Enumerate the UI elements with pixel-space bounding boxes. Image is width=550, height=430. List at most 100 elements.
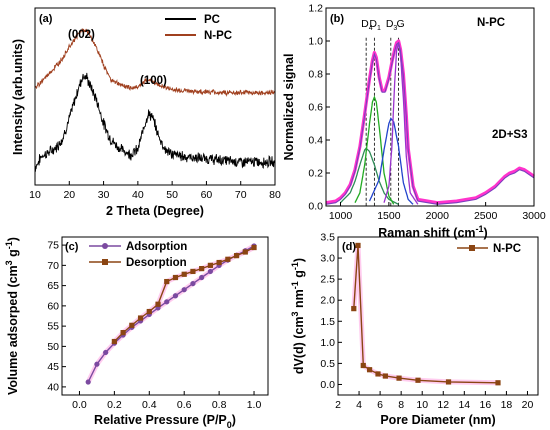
panel-c-ylabel-sup2: -1 — [4, 241, 14, 249]
peak-label-main: D — [369, 18, 377, 30]
panel-d-x-tick-label: 16 — [480, 399, 492, 411]
panel-b-xlabel-main: Raman shift (cm — [378, 226, 475, 240]
panel-c-ylabel-main: Volume adsorped (cm — [6, 265, 20, 395]
panel-c-x-tick-label: 0.2 — [107, 399, 122, 411]
panel-d-y-tick-label: 3.0 — [320, 253, 335, 265]
peak-label-sub: 1 — [377, 25, 381, 32]
panel-c-x-tick-label: 0.6 — [177, 399, 192, 411]
panel-c-y-tick-label: 45 — [47, 361, 59, 373]
series-desorption-point — [146, 308, 152, 315]
series-adsorption-point — [94, 361, 100, 367]
panel-c-y-tick-label: 75 — [47, 240, 59, 252]
panel-d-pore-size: 2 4 6 8 10 12 14 16 18 20 0.0 0.5 1.0 1.5 2.0 2.5 3.0 3.… — [290, 232, 539, 427]
panel-a-x-tick-label: 60 — [201, 189, 213, 201]
legend-pc-label: PC — [204, 14, 220, 26]
legend-desorption-label: Desorption — [126, 257, 187, 269]
peak-label: D4 — [361, 18, 373, 32]
series-d1-line — [354, 95, 395, 205]
series-desorption-point — [216, 259, 222, 266]
series-adsorption-point — [190, 280, 196, 287]
series-npc-point — [382, 373, 388, 379]
panel-d-ylabel-main: dV(d) (cm — [292, 316, 306, 374]
series-adsorption-point — [85, 379, 91, 385]
series-fit-line — [325, 41, 535, 205]
series-npc-point — [355, 242, 361, 249]
panel-c-y-tick-label: 65 — [47, 280, 59, 292]
panel-b-y-tick-label: 0.4 — [308, 135, 323, 147]
panel-a-xrd: 10 20 30 40 50 60 70 80 (a) (002) (100) PC N-PC… — [11, 7, 281, 218]
series-desorption-point — [233, 253, 240, 259]
panel-a-x-tick-label: 10 — [29, 189, 41, 201]
peak-label-sub: 4 — [369, 25, 373, 32]
series-desorption-point — [181, 271, 187, 277]
panel-a-x-tick-label: 80 — [269, 189, 281, 201]
panel-a-x-tick-label: 20 — [63, 189, 75, 201]
panel-b-y-tick-label: 0.6 — [308, 102, 323, 114]
panel-d-x-tick-label: 10 — [416, 399, 428, 411]
panel-a-x-tick-label: 40 — [132, 189, 144, 201]
panel-d-x-tick-label: 8 — [398, 399, 404, 411]
panel-d-y-ticks: 0.0 0.5 1.0 1.5 2.0 2.5 3.0 3.5 — [320, 232, 342, 391]
series-pc-line — [34, 72, 276, 172]
panel-d-x-tick-label: 14 — [458, 399, 470, 411]
panel-c-y-tick-label: 40 — [47, 381, 59, 393]
panel-c-x-tick-label: 0.8 — [212, 399, 227, 411]
panel-c-plot-area — [85, 243, 257, 385]
panel-c-x-tick-label: 1.0 — [247, 399, 262, 411]
peak-label: D1 — [369, 18, 381, 32]
series-desorption-point — [137, 315, 144, 321]
series-npc-point — [360, 362, 366, 369]
series-adsorption-point — [199, 274, 205, 281]
series-npc-point — [366, 367, 373, 373]
series-desorption-point — [155, 301, 161, 307]
panel-d-legend: N-PC — [457, 243, 521, 255]
peak-label: G — [397, 18, 405, 30]
series-d3-line — [368, 117, 414, 205]
series-desorption-point — [190, 268, 196, 275]
series-desorption-point — [164, 278, 170, 285]
series-npc-point — [445, 379, 452, 385]
panel-c-xlabel-end: ) — [232, 413, 236, 427]
panel-c-frame — [61, 236, 269, 396]
panel-c-xlabel-sub: 0 — [227, 420, 232, 430]
panel-b-xlabel-end: ) — [484, 226, 488, 240]
panel-d-ylabel-mid2: g — [292, 270, 306, 281]
panel-a-x-tick-label: 70 — [235, 189, 247, 201]
panel-c-xlabel-main: Relative Pressure (P/P — [94, 413, 227, 427]
legend-npc-d-marker — [469, 245, 475, 251]
panel-d-ylabel: dV(d) (cm3 nm-1 g-1) — [290, 258, 306, 374]
legend-adsorption-label: Adsorption — [126, 241, 187, 253]
legend-npc-d-label: N-PC — [493, 243, 521, 255]
series-adsorption-point — [207, 268, 213, 275]
panel-d-frame — [337, 236, 539, 396]
panel-c-x-tick-label: 0.4 — [142, 399, 157, 411]
panel-b-title: N-PC — [477, 17, 505, 29]
panel-a-x-tick-label: 30 — [98, 189, 110, 201]
panel-a-x-ticks: 10 20 30 40 50 60 70 80 — [29, 181, 281, 201]
panel-c-y-tick-label: 60 — [47, 300, 59, 312]
panel-b-x-tick-label: 3000 — [522, 210, 546, 222]
panel-d-ylabel-sup3: -1 — [290, 262, 300, 270]
series-npc-point — [375, 371, 381, 377]
panel-d-ylabel-mid: nm — [292, 289, 306, 311]
legend-npc-label: N-PC — [204, 30, 232, 42]
series-desorption-point — [199, 266, 205, 272]
panel-c-ylabel-end: ) — [6, 237, 20, 241]
panel-c-label: (c) — [65, 241, 79, 253]
series-glow — [351, 242, 499, 386]
panel-b-x-tick-label: 1500 — [377, 210, 401, 222]
panel-d-ylabel-sup2: -1 — [290, 281, 300, 289]
panel-b-y-tick-label: 1.2 — [308, 3, 323, 15]
panel-d-y-tick-label: 0.0 — [320, 379, 335, 391]
series-desorption-point — [242, 249, 248, 255]
panel-b-label: (b) — [330, 13, 344, 25]
panel-b-y-ticks: 0.0 0.2 0.4 0.6 0.8 1.0 1.2 — [308, 3, 330, 213]
panel-a-legend: PC N-PC — [165, 14, 232, 42]
panel-c-xlabel: Relative Pressure (P/P0) — [94, 413, 236, 430]
peak-label: D3 — [386, 18, 398, 32]
panel-c-y-tick-label: 50 — [47, 341, 59, 353]
series-n-pc-line — [34, 28, 276, 97]
panel-b-x-tick-label: 1000 — [329, 210, 353, 222]
panel-b-xlabel: Raman shift (cm-1) — [378, 224, 487, 240]
